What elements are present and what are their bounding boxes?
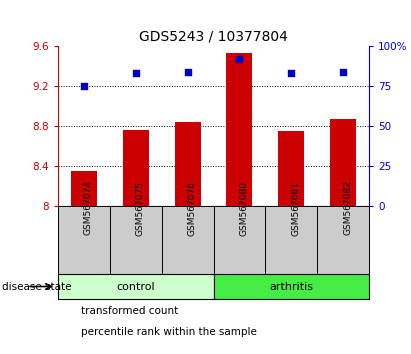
- Text: transformed count: transformed count: [81, 306, 178, 316]
- Point: [288, 70, 295, 76]
- Bar: [278, 131, 304, 206]
- Point: [340, 69, 346, 74]
- Text: GSM567075: GSM567075: [136, 181, 145, 235]
- Bar: [123, 130, 149, 206]
- Text: percentile rank within the sample: percentile rank within the sample: [81, 327, 256, 337]
- Text: GSM567076: GSM567076: [187, 181, 196, 235]
- Title: GDS5243 / 10377804: GDS5243 / 10377804: [139, 29, 288, 44]
- Text: disease state: disease state: [2, 281, 72, 291]
- Point: [81, 83, 87, 89]
- Text: GSM567082: GSM567082: [343, 181, 352, 235]
- Point: [132, 70, 139, 76]
- Bar: [330, 119, 356, 206]
- Text: GSM567081: GSM567081: [291, 181, 300, 235]
- Text: arthritis: arthritis: [269, 281, 313, 291]
- Text: control: control: [116, 281, 155, 291]
- Text: GSM567080: GSM567080: [240, 181, 248, 235]
- Point: [236, 56, 243, 62]
- Text: GSM567074: GSM567074: [84, 181, 93, 235]
- Bar: [226, 53, 252, 206]
- Bar: [175, 122, 201, 206]
- Bar: [71, 171, 97, 206]
- Point: [184, 69, 191, 74]
